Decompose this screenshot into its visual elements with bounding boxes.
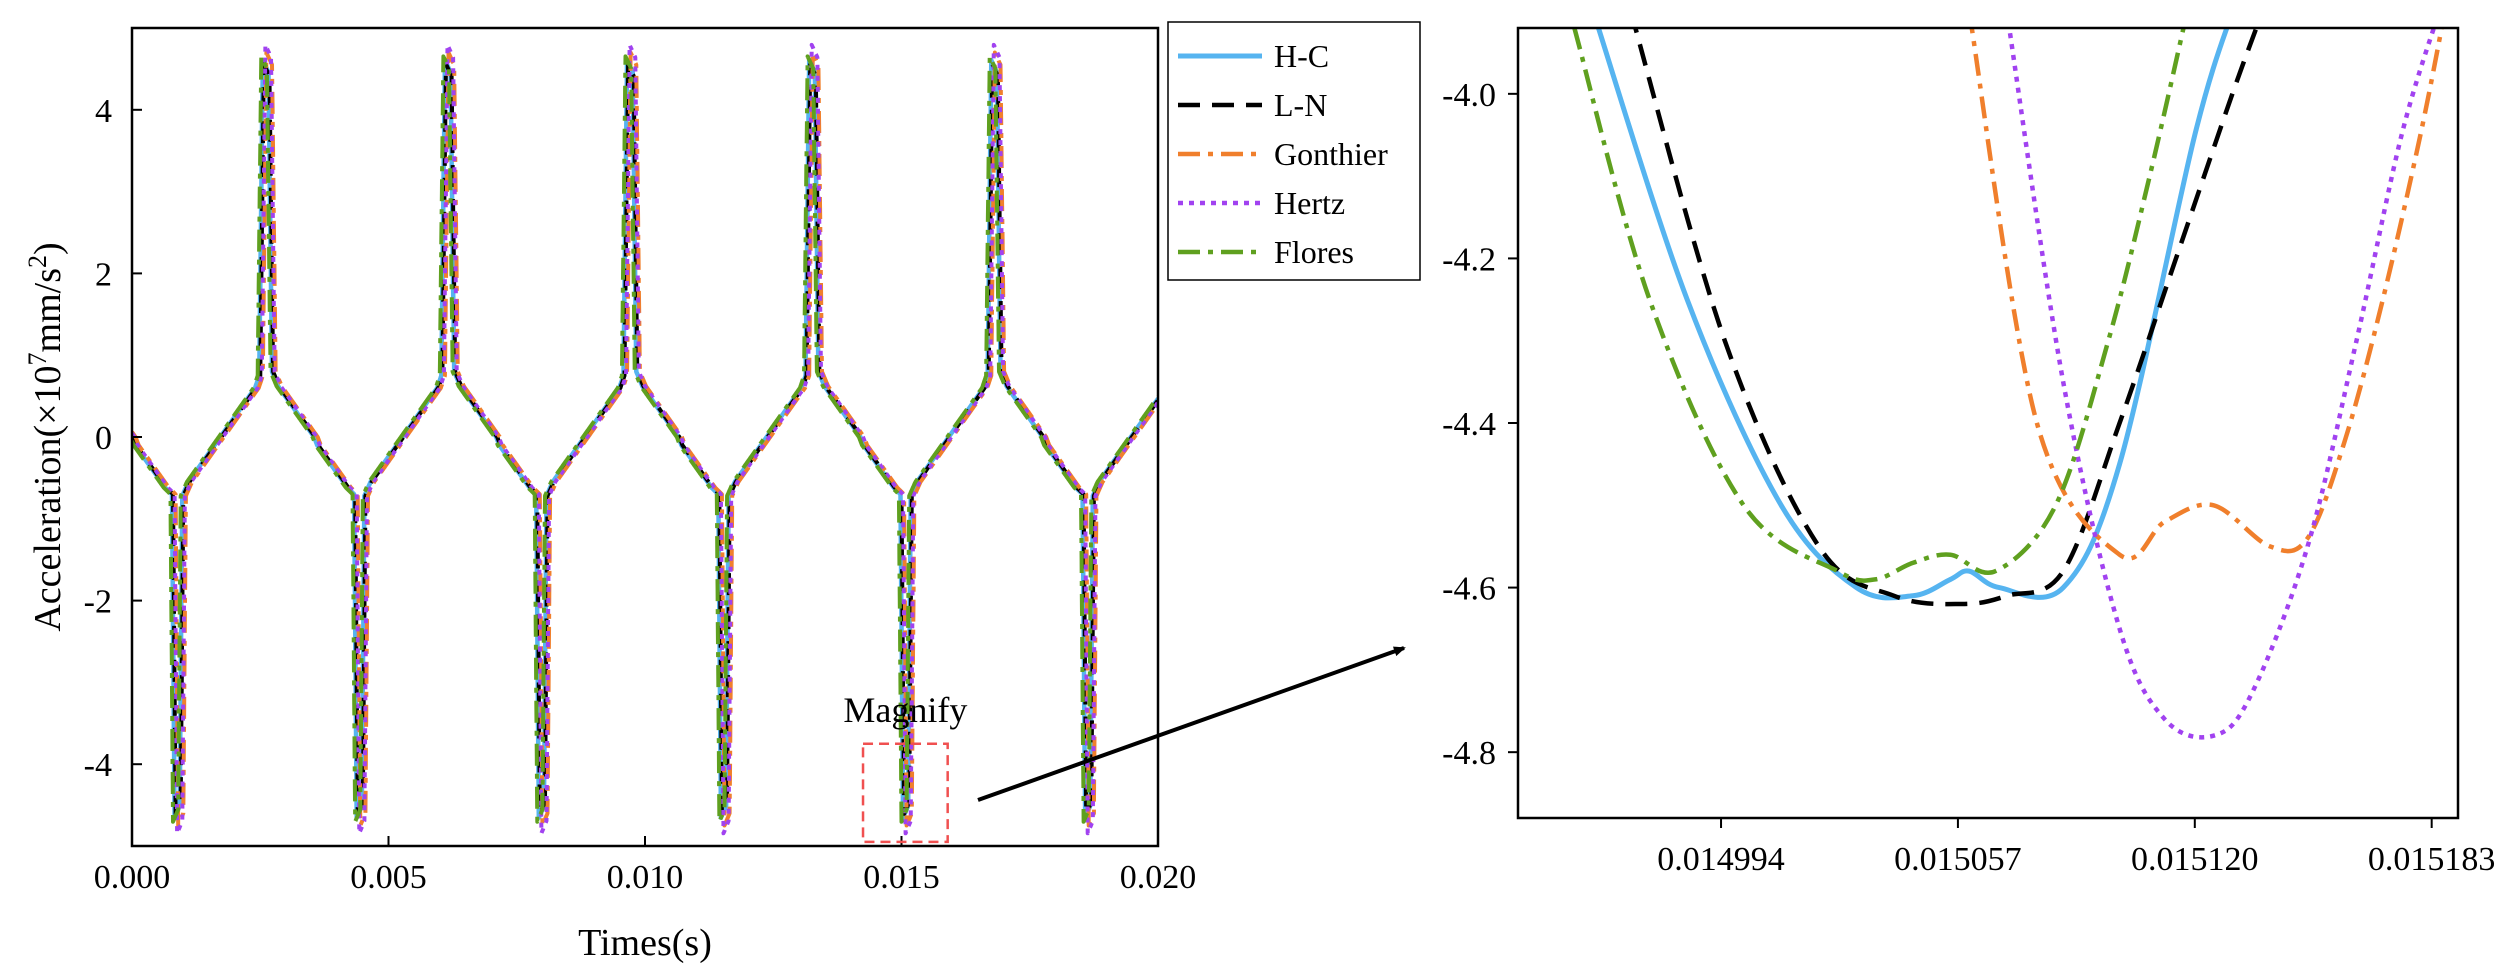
main-series-l-n — [132, 62, 1158, 816]
zoom-x-tick-label: 0.015120 — [2131, 841, 2259, 878]
legend: H-C L-N Gonthier Hertz Flores — [1167, 21, 1421, 281]
legend-label-l-n: L-N — [1274, 87, 1327, 123]
zoom-y-axis: -4.0 -4.2 -4.4 -4.6 -4.8 — [1442, 77, 1518, 772]
legend-label-hertz: Hertz — [1274, 185, 1345, 221]
main-x-tick-label: 0.010 — [607, 859, 684, 896]
zoom-x-tick-label: 0.014994 — [1657, 841, 1785, 878]
magnify-arrow — [977, 646, 1406, 802]
main-series-group — [132, 42, 1158, 836]
zoom-y-tick-label: -4.4 — [1442, 406, 1496, 443]
main-plot-frame — [130, 26, 1160, 848]
zoom-series-group — [1572, 28, 2444, 740]
zoom-x-tick-label: 0.015183 — [2368, 841, 2495, 878]
zoom-series-flores — [1572, 28, 2186, 583]
main-y-tick-label: 2 — [95, 256, 112, 293]
main-x-tick-label: 0.000 — [94, 859, 171, 896]
zoom-series-l-n — [1633, 28, 2259, 607]
main-y-tick-label: 4 — [95, 93, 112, 130]
main-y-axis-title: Acceleration(×107mm/s2) — [23, 242, 70, 631]
main-x-tick-label: 0.015 — [863, 859, 940, 896]
legend-frame — [1167, 21, 1421, 281]
legend-label-gonthier: Gonthier — [1274, 136, 1388, 172]
zoom-series-hertz — [2006, 28, 2437, 740]
zoom-series-h-c — [1595, 28, 2230, 601]
legend-label-flores: Flores — [1274, 234, 1354, 270]
main-series-h-c — [132, 57, 1158, 821]
zoom-x-axis: 0.014994 0.015057 0.015120 0.015183 — [1657, 818, 2495, 878]
main-y-axis: -4 -2 0 2 4 — [84, 93, 142, 784]
main-series-gonthier — [132, 50, 1158, 828]
main-series-hertz — [132, 42, 1158, 836]
legend-label-h-c: H-C — [1274, 38, 1329, 74]
zoom-chart: 0.014994 0.015057 0.015120 0.015183 -4.0-4.… — [1442, 26, 2495, 878]
zoom-y-tick-label: -4.6 — [1442, 571, 1496, 608]
main-y-tick-label: 0 — [95, 420, 112, 457]
zoom-x-tick-label: 0.015057 — [1894, 841, 2022, 878]
magnify-annotation: Magnify — [843, 690, 967, 730]
zoom-y-tick-label: -4.8 — [1442, 735, 1496, 772]
main-chart: 0.000 0.005 0.010 0.015 0.020 -4 -2 0 2 4 Magnif… — [23, 26, 1197, 964]
main-y-tick-label: -4 — [84, 747, 112, 784]
main-series-flores — [132, 54, 1158, 824]
main-x-tick-label: 0.005 — [350, 859, 427, 896]
magnify-box — [861, 742, 949, 844]
zoom-series-gonthier — [1969, 28, 2444, 561]
main-x-axis-title: Times(s) — [578, 922, 712, 964]
main-y-tick-label: -2 — [84, 584, 112, 621]
main-x-tick-label: 0.020 — [1120, 859, 1197, 896]
zoom-y-tick-label: -4.2 — [1442, 241, 1496, 278]
zoom-y-tick-label: -4.0 — [1442, 77, 1496, 114]
